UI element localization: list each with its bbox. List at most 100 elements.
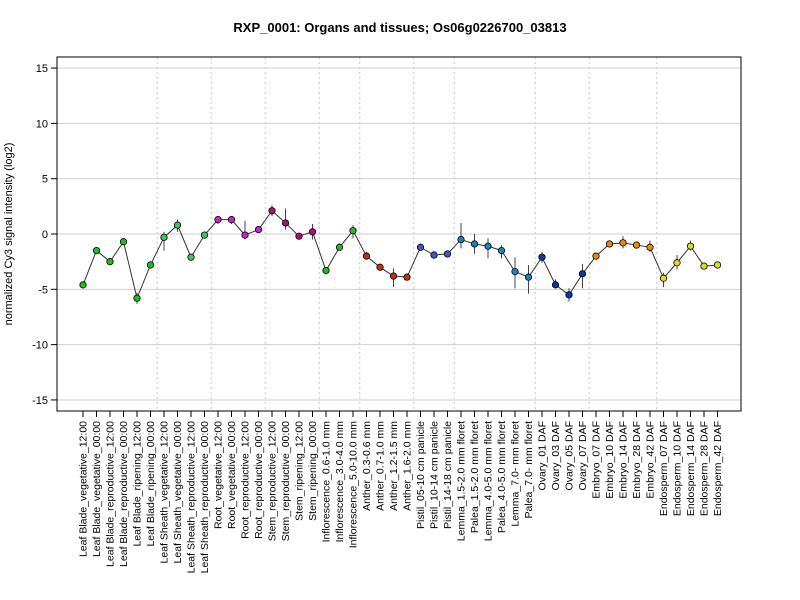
x-tick-label: Leaf Sheath_reproductive_00:00 [199, 421, 211, 574]
x-tick-label: Stem_reproductive_00:00 [280, 421, 292, 541]
data-point [592, 252, 600, 260]
y-tick-label: -15 [32, 395, 48, 407]
x-tick-label: Root_reproductive_00:00 [253, 421, 265, 539]
x-tick-label: Root_reproductive_12:00 [240, 421, 252, 539]
data-point [443, 250, 452, 258]
x-tick-label: Leaf Blade_vegetative_12:00 [78, 421, 90, 557]
x-tick-label: Leaf Blade_vegetative_00:00 [91, 421, 103, 557]
data-point [281, 219, 290, 227]
data-point [619, 239, 627, 247]
x-tick-label: Embryo_28 DAF [631, 421, 643, 499]
x-tick-label: Lemma_7.0- mm floret [510, 421, 522, 527]
x-tick-label: Endosperm_14 DAF [685, 421, 697, 516]
axes: -15 -10 -5 0 5 10 15 Leaf Blade_vegetative_12:0… [32, 63, 724, 573]
data-point [187, 253, 195, 261]
data-point [389, 272, 398, 280]
x-tick-label: Stem_ripening_12:00 [294, 421, 306, 521]
y-tick-label: 0 [42, 229, 48, 241]
x-tick-label: Ovary_03 DAF [550, 421, 562, 490]
data-point [146, 261, 155, 269]
data-point [578, 270, 587, 278]
x-tick-label: Root_vegetative_00:00 [226, 421, 238, 529]
y-tick-label: 5 [42, 174, 48, 186]
data-point [565, 291, 573, 299]
y-tick-label: -5 [38, 284, 48, 296]
x-tick-label: Leaf Sheath_vegetative_00:00 [172, 421, 184, 564]
x-tick-label: Anther_0.3-0.6 mm [361, 421, 373, 511]
data-point [268, 207, 276, 215]
y-axis-title: normalized Cy3 signal intensity (log2) [3, 143, 15, 326]
x-tick-label: Palea_4.0-5.0 mm floret [496, 421, 508, 533]
x-tick-label: Leaf Blade_ripening_12:00 [132, 421, 144, 547]
data-point [335, 243, 344, 251]
data-point [119, 238, 128, 246]
x-tick-label: Embryo_07 DAF [591, 421, 603, 499]
x-tick-label: Inflorescence_0.6-1.0 mm [321, 421, 333, 543]
x-tick-label: Leaf Sheath_reproductive_12:00 [186, 421, 198, 574]
x-tick-label: Lemma_4.0-5.0 mm floret [483, 421, 495, 541]
data-point [308, 228, 317, 236]
data-point [659, 274, 668, 282]
x-tick-label: Endosperm_28 DAF [699, 421, 711, 516]
x-tick-label: Pistil_14-18 cm panicle [442, 421, 454, 529]
x-tick-label: Leaf Blade_reproductive_00:00 [118, 421, 130, 567]
data-point [254, 225, 263, 234]
data-point [430, 251, 438, 259]
data-point [227, 216, 236, 224]
data-point [241, 231, 249, 239]
data-point [605, 240, 614, 248]
chart-title: RXP_0001: Organs and tissues; Os06g02267… [233, 20, 566, 35]
data-point [551, 281, 560, 289]
data-point [511, 268, 519, 276]
x-tick-label: Embryo_14 DAF [618, 421, 630, 499]
x-tick-label: Pistil_10-14 cm panicle [429, 421, 441, 529]
data-point [322, 266, 330, 275]
data-point [497, 246, 506, 255]
x-tick-label: Ovary_07 DAF [577, 421, 589, 490]
x-tick-label: Leaf Blade_ripening_00:00 [145, 421, 157, 547]
data-point [416, 243, 425, 251]
y-tick-label: 15 [36, 63, 48, 75]
data-point [106, 258, 114, 266]
data-point [700, 262, 708, 270]
x-tick-label: Endosperm_07 DAF [658, 421, 670, 516]
data-point [376, 263, 384, 271]
x-tick-label: Inflorescence_3.0-4.0 mm [334, 421, 346, 543]
x-tick-label: Embryo_42 DAF [645, 421, 657, 499]
x-tick-label: Lemma_1.5-2.0 mm floret [456, 421, 468, 541]
x-tick-label: Endosperm_42 DAF [712, 421, 724, 516]
x-tick-label: Anther_0.7-1.0 mm [375, 421, 387, 511]
x-tick-label: Anther_1.6-2.0 mm [402, 421, 414, 511]
x-tick-label: Stem_reproductive_12:00 [267, 421, 279, 541]
y-tick-label: 10 [36, 118, 48, 130]
data-point [214, 216, 222, 224]
data-point [470, 240, 479, 248]
x-tick-label: Root_vegetative_12:00 [213, 421, 225, 529]
data-point [403, 273, 411, 281]
x-tick-label: Leaf Blade_reproductive_12:00 [105, 421, 117, 567]
data-point [713, 261, 722, 269]
data-point [686, 242, 695, 250]
x-tick-label: Pistil_05-10 cm panicle [415, 421, 427, 529]
data-point [79, 281, 87, 289]
data-point [200, 231, 209, 239]
x-tick-label: Inflorescence_5.0-10.0 mm [348, 421, 360, 548]
x-tick-label: Ovary_01 DAF [537, 421, 549, 490]
data-point [457, 235, 465, 244]
x-tick-label: Endosperm_10 DAF [672, 421, 684, 516]
x-tick-label: Palea_7.0- mm floret [523, 421, 535, 519]
x-tick-label: Leaf Sheath_vegetative_12:00 [159, 421, 171, 564]
x-tick-label: Embryo_10 DAF [604, 421, 616, 499]
data-point [349, 227, 357, 235]
data-point [646, 243, 654, 251]
data-point [160, 233, 168, 241]
y-tick-label: -10 [32, 340, 48, 352]
data-point [295, 232, 303, 240]
data-point [362, 252, 371, 260]
x-tick-label: Palea_1.5-2.0 mm floret [469, 421, 481, 533]
x-tick-label: Ovary_05 DAF [564, 421, 576, 490]
data-point [632, 241, 641, 249]
data-point [173, 221, 182, 229]
x-tick-label: Stem_ripening_00:00 [307, 421, 319, 521]
